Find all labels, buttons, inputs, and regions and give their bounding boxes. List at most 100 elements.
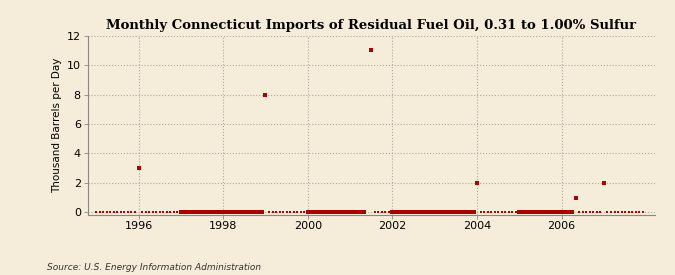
Point — [119, 210, 130, 214]
Point — [609, 210, 620, 214]
Point — [260, 92, 271, 97]
Point — [591, 210, 602, 214]
Point — [253, 210, 264, 214]
Y-axis label: Thousand Barrels per Day: Thousand Barrels per Day — [53, 57, 63, 193]
Point — [274, 210, 285, 214]
Point — [493, 210, 504, 214]
Point — [147, 210, 158, 214]
Point — [613, 210, 624, 214]
Point — [458, 210, 468, 214]
Point — [634, 210, 645, 214]
Text: Source: U.S. Energy Information Administration: Source: U.S. Energy Information Administ… — [47, 263, 261, 272]
Point — [545, 210, 556, 214]
Point — [296, 210, 306, 214]
Point — [440, 210, 451, 214]
Point — [570, 195, 581, 200]
Point — [588, 210, 599, 214]
Point — [207, 210, 218, 214]
Point — [468, 210, 479, 214]
Point — [161, 210, 172, 214]
Point — [391, 210, 402, 214]
Point — [472, 181, 483, 185]
Point — [412, 210, 423, 214]
Point — [443, 210, 454, 214]
Point — [528, 210, 539, 214]
Point — [380, 210, 391, 214]
Point — [433, 210, 443, 214]
Point — [263, 210, 274, 214]
Point — [359, 210, 370, 214]
Point — [352, 210, 362, 214]
Point — [599, 181, 610, 185]
Point — [345, 210, 356, 214]
Point — [418, 210, 429, 214]
Point — [242, 210, 253, 214]
Point — [436, 210, 447, 214]
Point — [151, 210, 161, 214]
Point — [126, 210, 137, 214]
Point — [98, 210, 109, 214]
Point — [560, 210, 570, 214]
Point — [549, 210, 560, 214]
Point — [190, 210, 200, 214]
Point — [426, 210, 437, 214]
Point — [468, 210, 479, 214]
Point — [429, 210, 440, 214]
Point — [535, 210, 546, 214]
Point — [577, 210, 588, 214]
Point — [236, 210, 246, 214]
Point — [225, 210, 236, 214]
Point — [377, 210, 387, 214]
Point — [366, 48, 377, 53]
Point — [504, 210, 514, 214]
Point — [228, 210, 239, 214]
Point — [637, 210, 648, 214]
Point — [461, 210, 472, 214]
Point — [507, 210, 518, 214]
Point — [475, 210, 486, 214]
Point — [306, 210, 317, 214]
Point — [556, 210, 567, 214]
Point — [105, 210, 115, 214]
Point — [232, 210, 242, 214]
Point — [309, 210, 320, 214]
Point — [500, 210, 511, 214]
Point — [454, 210, 465, 214]
Point — [532, 210, 543, 214]
Point — [299, 210, 310, 214]
Point — [292, 210, 302, 214]
Point — [168, 210, 179, 214]
Point — [130, 210, 140, 214]
Point — [387, 210, 398, 214]
Point — [323, 210, 334, 214]
Point — [447, 210, 458, 214]
Point — [193, 210, 204, 214]
Point — [581, 210, 592, 214]
Point — [327, 210, 338, 214]
Point — [109, 210, 119, 214]
Point — [383, 210, 394, 214]
Point — [514, 210, 524, 214]
Point — [179, 210, 190, 214]
Point — [281, 210, 292, 214]
Point — [348, 210, 359, 214]
Point — [221, 210, 232, 214]
Point — [464, 210, 475, 214]
Point — [630, 210, 641, 214]
Point — [246, 210, 256, 214]
Point — [521, 210, 532, 214]
Point — [158, 210, 169, 214]
Point — [140, 210, 151, 214]
Point — [182, 210, 193, 214]
Point — [408, 210, 419, 214]
Point — [373, 210, 383, 214]
Point — [165, 210, 176, 214]
Point — [450, 210, 461, 214]
Point — [482, 210, 493, 214]
Point — [91, 210, 102, 214]
Point — [595, 210, 606, 214]
Point — [415, 210, 426, 214]
Point — [196, 210, 207, 214]
Point — [136, 210, 147, 214]
Point — [623, 210, 634, 214]
